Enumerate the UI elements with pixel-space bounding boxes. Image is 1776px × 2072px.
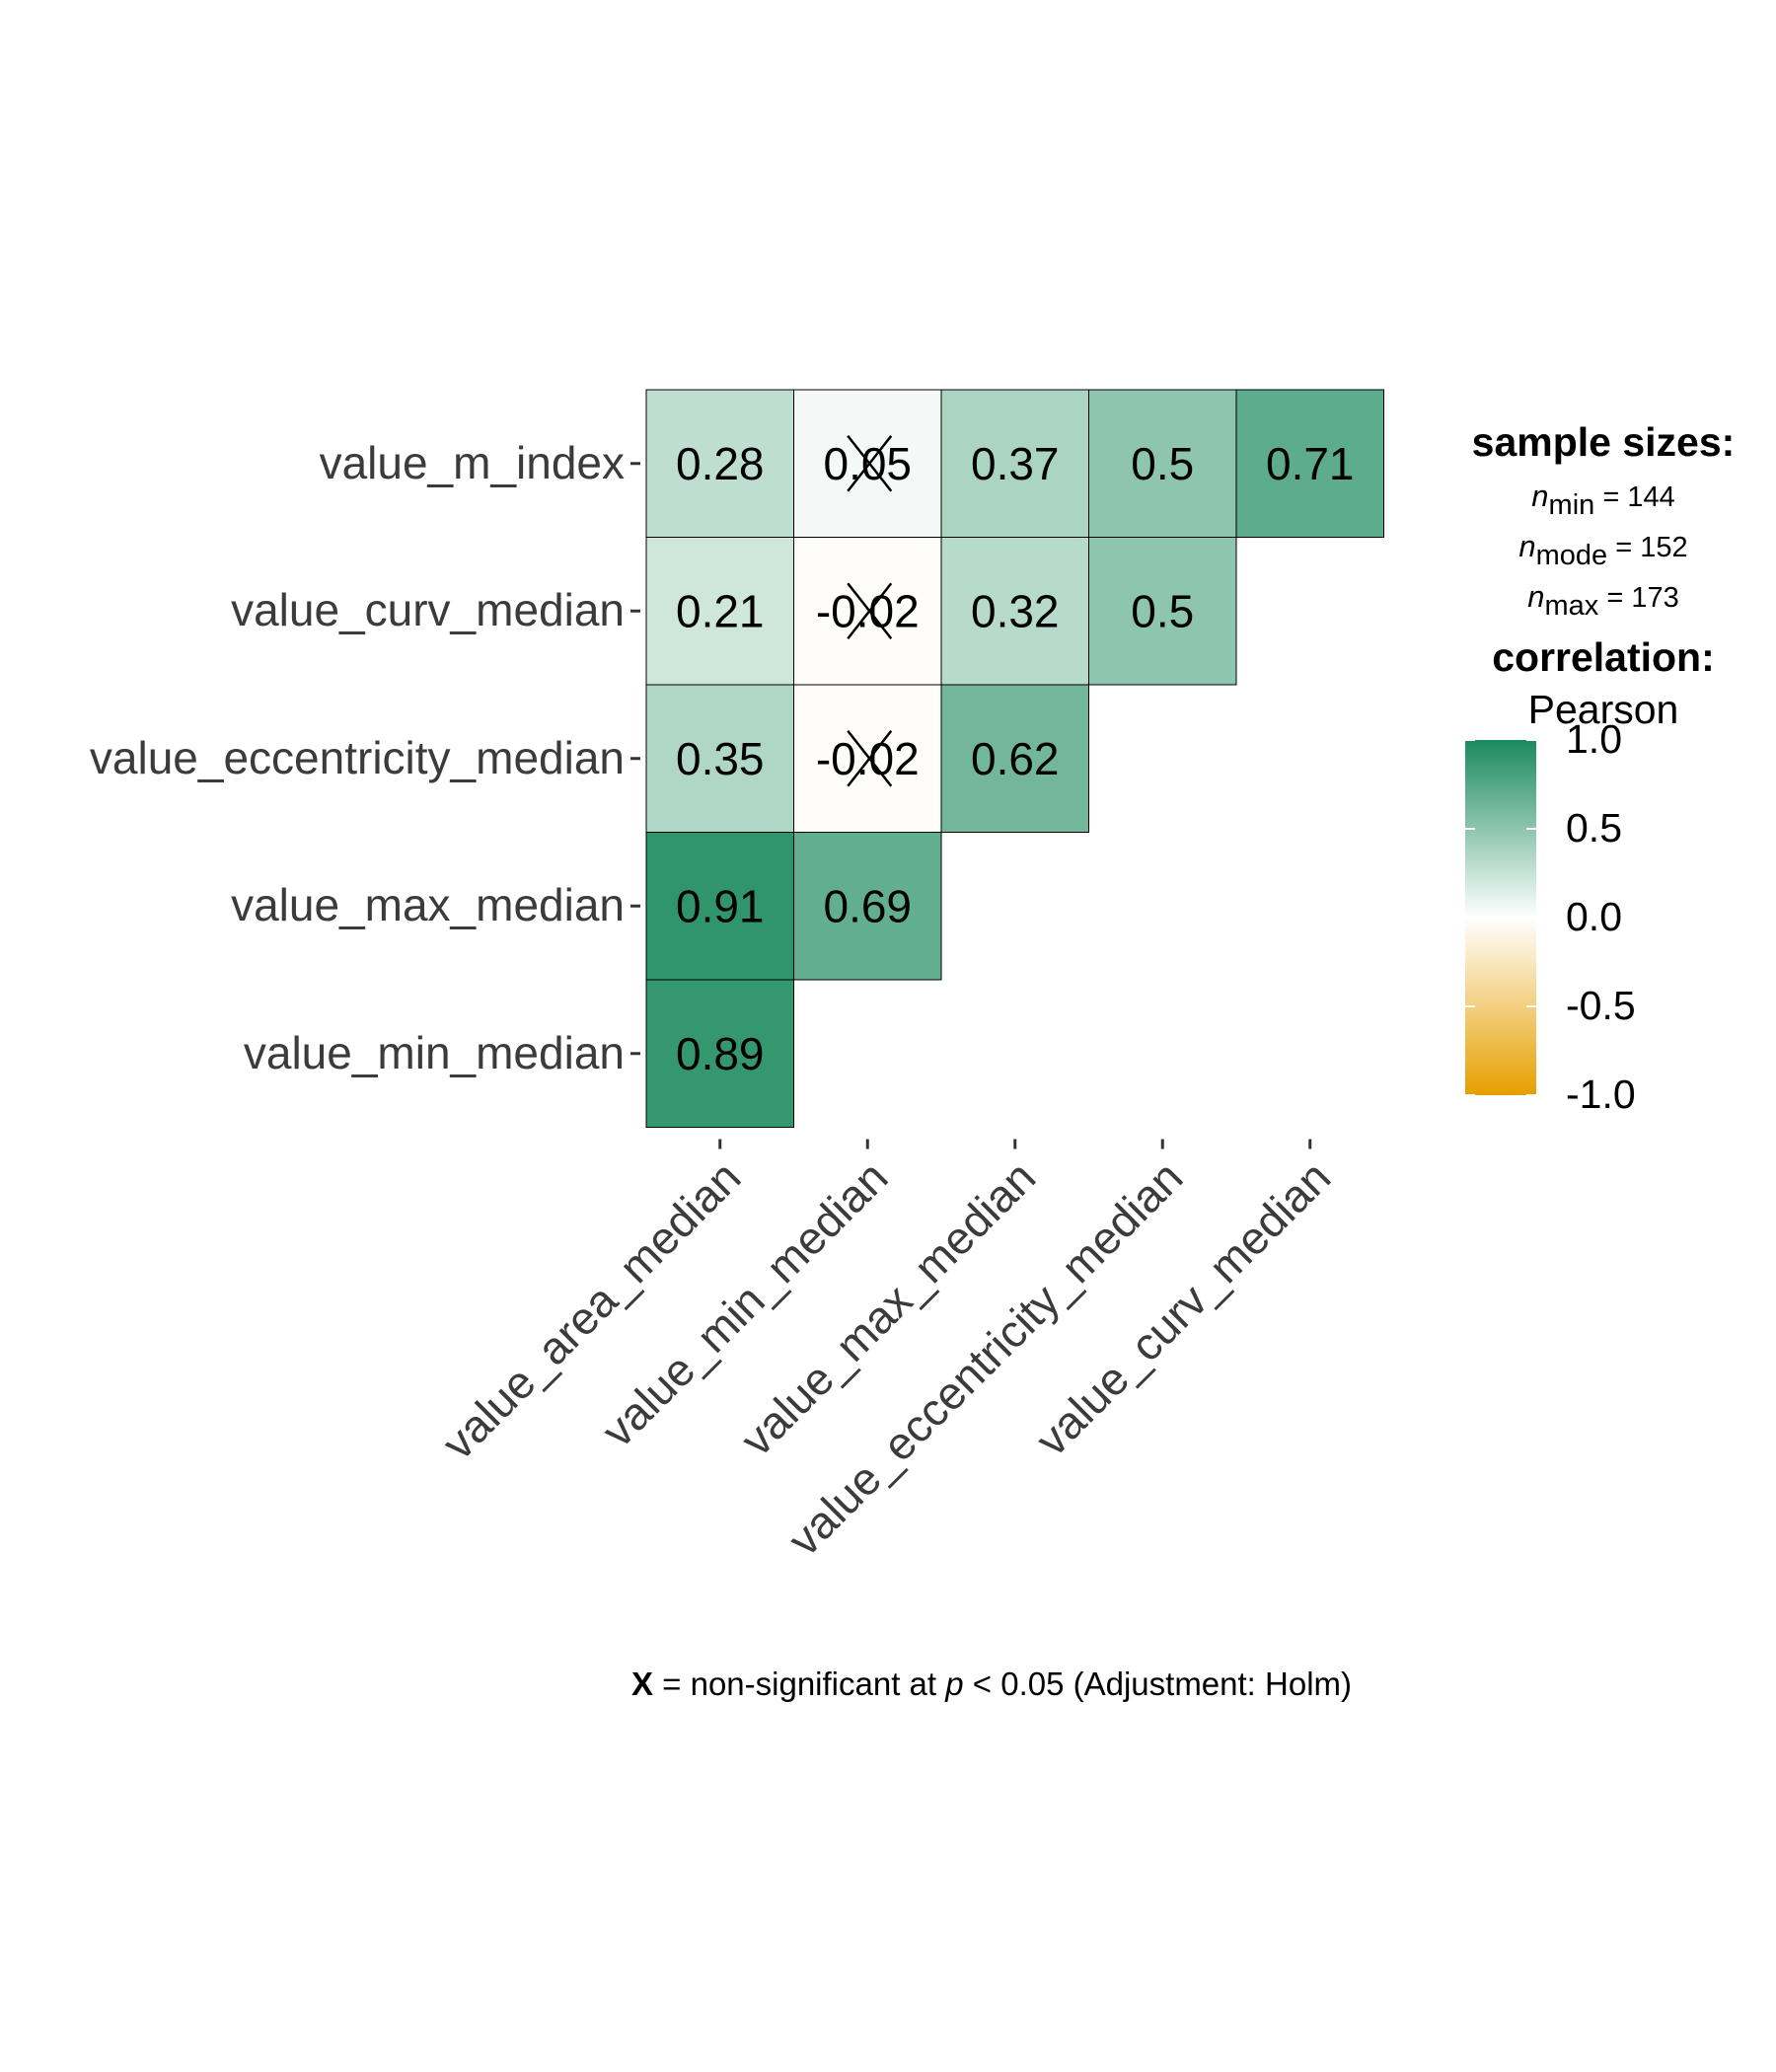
cell-value-label: 0.32 — [971, 585, 1060, 636]
cell-value-label: -0.02 — [816, 733, 920, 784]
cell-value-label: 0.5 — [1131, 438, 1194, 489]
legend-corr-method: Pearson — [1527, 687, 1679, 732]
caption-symbol: X — [630, 1665, 653, 1702]
cell-value-label: 0.21 — [676, 585, 765, 636]
cell-value-label: 0.62 — [971, 733, 1060, 784]
non-significant-cross-stroke — [847, 434, 893, 492]
y-axis-label: value_min_median — [243, 1026, 625, 1078]
cell-value-label: 0.91 — [676, 880, 765, 931]
cell-value-label: -0.02 — [816, 585, 920, 636]
y-axis-label: value_m_index — [319, 436, 625, 488]
legend-corr-title: correlation: — [1492, 634, 1715, 680]
heatmap-cell — [793, 389, 942, 538]
non-significant-cross-stroke — [847, 582, 893, 640]
heatmap-cell — [940, 537, 1089, 686]
legend-tick-label: 0.0 — [1566, 894, 1622, 939]
n-max-value: = 173 — [1606, 582, 1679, 614]
cell-value-label: 0.28 — [676, 438, 765, 489]
heatmap-cell — [940, 684, 1089, 833]
non-significant-cross-stroke — [847, 729, 893, 787]
n-min-sub: min — [1548, 489, 1595, 521]
cell-value-label: 0.37 — [971, 438, 1060, 489]
heatmap-cell — [645, 537, 794, 686]
legend-tick-label: 1.0 — [1566, 716, 1622, 762]
n-mode-sub: mode — [1535, 540, 1608, 571]
legend-color-bar — [1465, 740, 1536, 1095]
n-symbol: n — [1527, 579, 1545, 614]
legend: sample sizes: nmin = 144 nmode = 152 nma… — [1441, 419, 1766, 733]
caption-p: p — [945, 1665, 964, 1702]
cell-value-label: 0.05 — [823, 438, 912, 489]
heatmap-cell — [793, 832, 942, 981]
n-min-value: = 144 — [1602, 481, 1675, 513]
heatmap-cell — [793, 684, 942, 833]
heatmap-cell — [1088, 537, 1237, 686]
heatmap-cell — [940, 389, 1089, 538]
caption: X = non-significant at p < 0.05 (Adjustm… — [0, 1665, 1776, 1703]
heatmap-cell — [1235, 389, 1384, 538]
n-symbol: n — [1531, 479, 1549, 513]
legend-tick-label: -1.0 — [1566, 1072, 1636, 1117]
legend-n-mode: nmode = 152 — [1441, 526, 1766, 576]
n-symbol: n — [1518, 529, 1536, 563]
cell-value-label: 0.69 — [823, 880, 912, 931]
n-mode-value: = 152 — [1615, 532, 1688, 563]
heatmap-cell — [1088, 389, 1237, 538]
heatmap-cell — [645, 389, 794, 538]
heatmap-cell — [645, 684, 794, 833]
cell-value-label: 0.5 — [1131, 585, 1194, 636]
legend-tick-label: -0.5 — [1566, 983, 1636, 1028]
heatmap-cell — [645, 832, 794, 981]
caption-text-2: < 0.05 (Adjustment: Holm) — [963, 1665, 1353, 1702]
y-axis-label: value_max_median — [231, 879, 625, 931]
legend-n-max: nmax = 173 — [1441, 576, 1766, 627]
legend-n-min: nmin = 144 — [1441, 476, 1766, 526]
heatmap-cell — [645, 979, 794, 1128]
cell-value-label: 0.35 — [676, 733, 765, 784]
y-axis-label: value_curv_median — [231, 584, 625, 636]
y-axis-label: value_eccentricity_median — [89, 731, 625, 783]
n-max-sub: max — [1544, 590, 1599, 622]
legend-sample-title: sample sizes: — [1471, 419, 1736, 465]
heatmap-cell — [793, 537, 942, 686]
cell-value-label: 0.71 — [1266, 438, 1355, 489]
legend-tick-label: 0.5 — [1566, 805, 1622, 851]
caption-text-1: = non-significant at — [652, 1665, 946, 1702]
cell-value-label: 0.89 — [676, 1028, 765, 1079]
